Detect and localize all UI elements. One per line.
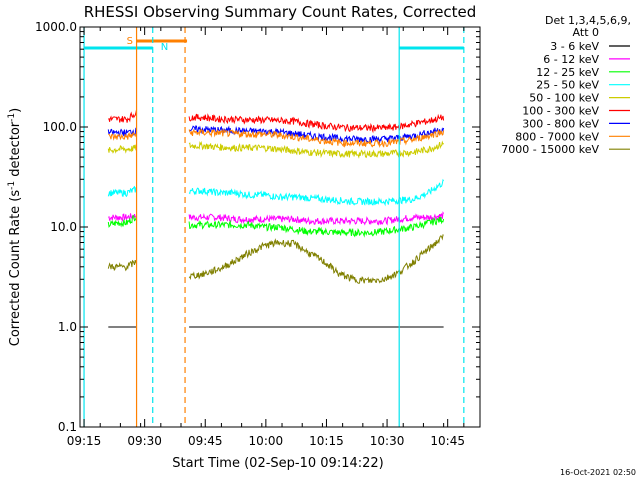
legend-label: 7000 - 15000 keV [501, 143, 599, 156]
legend-label: 100 - 300 keV [522, 105, 599, 118]
legend-header-detectors: Det 1,3,4,5,6,9, [545, 14, 631, 27]
y-tick-label: 1.0 [58, 320, 77, 334]
x-tick-label: 09:15 [67, 434, 102, 448]
legend-label: 800 - 7000 keV [515, 130, 599, 143]
y-axis-label: Corrected Count Rate (s-1 detector-1) [7, 108, 23, 346]
series-line [108, 131, 137, 141]
series-line [107, 214, 138, 228]
legend-header-attenuator: Att 0 [573, 26, 599, 39]
x-tick-label: 10:00 [249, 434, 284, 448]
legend-label: 3 - 6 keV [550, 40, 599, 53]
series-line [188, 140, 444, 159]
night-label: N [161, 42, 168, 53]
series-line [188, 128, 445, 148]
y-tick-label: 1000.0 [35, 20, 77, 34]
x-tick-label: 10:30 [370, 434, 405, 448]
legend-label: 300 - 800 keV [522, 117, 599, 130]
legend-label: 50 - 100 keV [529, 92, 599, 105]
timestamp: 16-Oct-2021 02:50 [560, 468, 636, 477]
series-line [188, 234, 444, 284]
series-line [188, 211, 445, 226]
y-tick-label: 100.0 [43, 120, 77, 134]
series-line [188, 216, 445, 238]
legend-label: 12 - 25 keV [536, 66, 599, 79]
legend-label: 6 - 12 keV [543, 53, 599, 66]
y-tick-label: 0.1 [58, 420, 77, 434]
chart-title: RHESSI Observing Summary Count Rates, Co… [84, 3, 477, 21]
series-line [107, 185, 137, 198]
x-tick-label: 09:30 [127, 434, 162, 448]
series-line [107, 144, 138, 154]
saa-label: S [127, 36, 133, 47]
series-line [188, 178, 445, 207]
series-line [108, 109, 138, 123]
y-tick-label: 10.0 [50, 220, 77, 234]
legend-label: 25 - 50 keV [536, 79, 599, 92]
x-axis-label: Start Time (02-Sep-10 09:14:22) [172, 456, 383, 471]
x-tick-label: 10:45 [430, 434, 465, 448]
series-line [107, 259, 138, 272]
x-tick-label: 10:15 [309, 434, 344, 448]
x-tick-label: 09:45 [188, 434, 223, 448]
series-line [188, 113, 445, 134]
